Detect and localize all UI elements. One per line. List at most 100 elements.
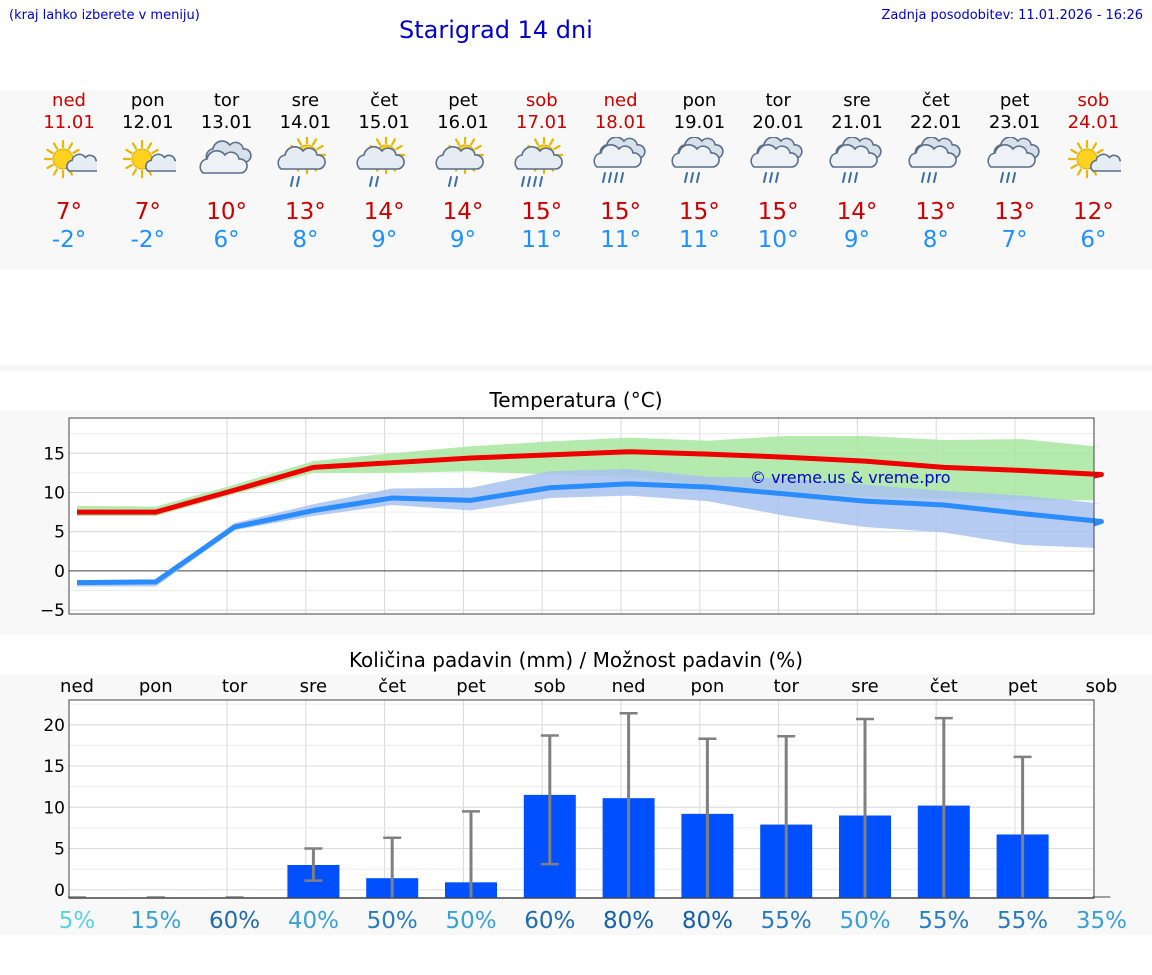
rain-drop: [920, 172, 925, 183]
max-temperature: 12°: [1073, 199, 1114, 225]
day-column: čet 22.01 13° 8°: [897, 90, 975, 254]
precipitation-probability: 55%: [761, 908, 812, 934]
rain-drop: [290, 176, 295, 187]
day-label: sob: [534, 676, 566, 697]
precipitation-probability: 55%: [918, 908, 969, 934]
cloud-shape: [750, 144, 800, 168]
day-date: 11.01: [43, 112, 95, 133]
last-update: Zadnja posodobitev: 11.01.2026 - 16:26: [881, 8, 1143, 23]
sun-cloud-rain-icon: [356, 137, 406, 187]
rain-drop: [369, 176, 374, 187]
cloud-shape: [986, 144, 1036, 168]
rain-drop: [375, 176, 380, 187]
min-temperature: -2°: [51, 227, 87, 253]
cloud-shape: [435, 146, 484, 170]
temperature-chart: −5 0 5 10 15 © vreme.us & vreme.pro: [40, 417, 1104, 621]
day-date: 21.01: [831, 112, 883, 133]
rain-drop: [448, 176, 452, 187]
y-tick-label: 5: [54, 840, 65, 860]
watermark: © vreme.us & vreme.pro: [750, 468, 951, 487]
rain-drop: [690, 172, 695, 183]
day-label: pon: [139, 676, 173, 697]
rain-drop: [926, 172, 931, 183]
precipitation-chart: ned pon tor sre čet pet sob ned pon tor sre čet pet s…: [43, 676, 1127, 934]
day-name: tor: [213, 90, 240, 111]
y-tick-label: 10: [43, 483, 65, 503]
cloud-rain-icon: [908, 137, 961, 183]
day-date: 17.01: [516, 112, 568, 133]
precipitation-probability: 40%: [288, 908, 339, 934]
min-temperature: 7°: [1001, 227, 1028, 253]
rain-drop: [296, 176, 301, 187]
day-date: 13.01: [200, 112, 253, 133]
rain-drop: [684, 172, 689, 183]
day-date: 19.01: [673, 112, 726, 133]
y-tick-label: 15: [43, 757, 65, 777]
day-column: sob 24.01 12° 6°: [1054, 90, 1132, 254]
min-temperature: 9°: [843, 227, 871, 253]
min-temperature: 8°: [922, 227, 949, 253]
sun-cloud-rain-icon: [435, 137, 485, 187]
rain-drop: [619, 172, 624, 183]
error-bar: [777, 735, 796, 898]
day-column: sob 17.01 15° 11°: [503, 90, 581, 254]
day-name: čet: [921, 90, 950, 111]
y-tick-label: 0: [54, 562, 65, 582]
max-temperature: 14°: [363, 199, 405, 225]
day-date: 18.01: [594, 112, 647, 133]
day-label: sre: [300, 676, 327, 697]
cloud-shape: [592, 144, 642, 168]
cloud-rain-icon: [750, 137, 803, 183]
day-date: 20.01: [752, 112, 804, 133]
rain-drop: [1011, 172, 1016, 183]
cloud-shape: [66, 153, 97, 172]
y-tick-label: 5: [54, 523, 65, 543]
location-menu-hint[interactable]: (kraj lahko izberete v meniju): [9, 8, 200, 23]
day-column: sre 21.01 14° 9°: [818, 90, 896, 254]
min-temperature: 11°: [600, 227, 641, 253]
day-date: 15.01: [358, 112, 410, 133]
day-column: ned 11.01 7° -2°: [30, 90, 108, 254]
cloud-rain-icon: [671, 137, 724, 183]
max-temperature: 15°: [679, 199, 720, 225]
max-temperature: 15°: [600, 199, 641, 225]
day-date: 22.01: [910, 112, 962, 133]
y-tick-label: 15: [43, 444, 65, 464]
min-temperature-line: [76, 481, 1104, 586]
precipitation-probability: 50%: [367, 908, 418, 934]
rain-drop: [999, 172, 1004, 183]
day-label: čet: [378, 676, 406, 697]
max-temperature: 14°: [836, 199, 878, 225]
cloud-shape: [514, 146, 563, 170]
error-bar: [1013, 755, 1032, 898]
precipitation-probability: 50%: [839, 908, 890, 934]
max-temperature: 15°: [757, 199, 799, 225]
day-name: sre: [291, 90, 320, 111]
rain-drop: [454, 176, 458, 187]
day-column: pet 16.01 14° 9°: [424, 90, 502, 254]
rain-drop: [775, 172, 780, 183]
day-name: sre: [843, 90, 871, 111]
day-column: pon 19.01 15° 11°: [660, 90, 738, 254]
day-name: pet: [999, 90, 1030, 111]
max-temperature: 15°: [521, 199, 563, 225]
cloud-shape: [277, 146, 327, 170]
rain-drop: [696, 172, 701, 183]
day-column: tor 20.01 15° 10°: [739, 90, 817, 254]
day-label: sre: [851, 676, 878, 697]
rain-drop: [532, 176, 537, 187]
day-date: 12.01: [122, 112, 174, 133]
rain-drop: [613, 172, 618, 183]
error-bar: [383, 836, 402, 898]
max-temperature-line: [77, 449, 1104, 515]
precipitation-probability: 60%: [524, 908, 575, 934]
max-temperature: 7°: [55, 199, 83, 225]
cloud-rain-icon: [829, 137, 882, 183]
error-bar: [540, 734, 559, 866]
day-name: pet: [448, 90, 478, 111]
day-column: tor 13.01 10° 6°: [188, 90, 266, 254]
day-name: pon: [130, 90, 165, 111]
day-column: pet 23.01 13° 7°: [976, 90, 1054, 254]
max-temperature: 14°: [442, 199, 484, 225]
precipitation-probability: 80%: [603, 908, 654, 934]
